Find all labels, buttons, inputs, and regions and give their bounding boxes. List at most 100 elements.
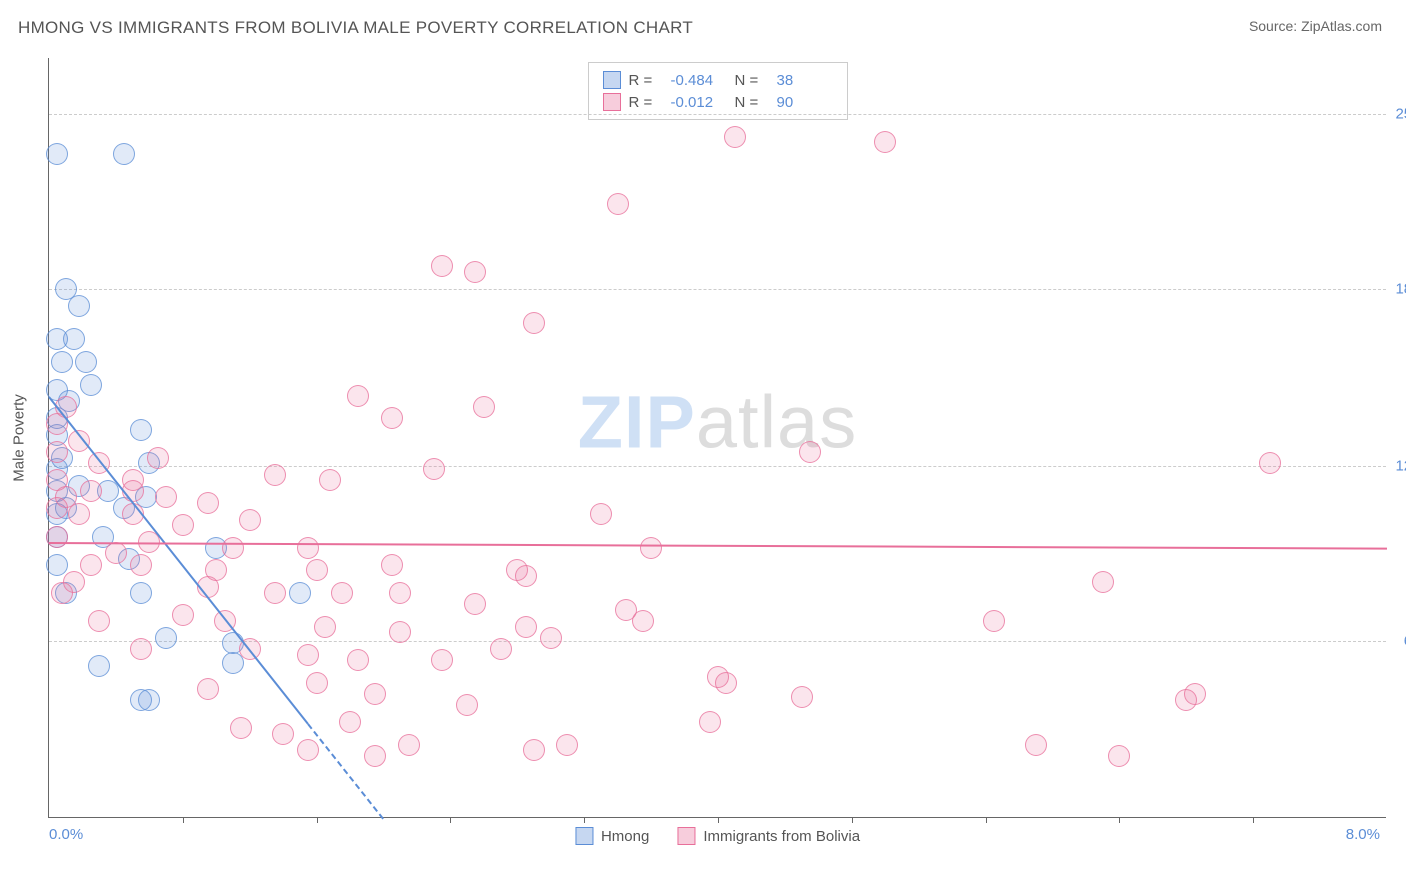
trend-line xyxy=(49,542,1387,550)
data-point xyxy=(523,312,545,334)
watermark-part2: atlas xyxy=(696,381,857,464)
data-point xyxy=(540,627,562,649)
data-point xyxy=(88,610,110,632)
source-label: Source: ZipAtlas.com xyxy=(1249,18,1382,34)
x-tick xyxy=(986,817,987,823)
watermark-part1: ZIP xyxy=(578,381,696,464)
data-point xyxy=(68,295,90,317)
data-point xyxy=(456,694,478,716)
gridline xyxy=(49,466,1386,467)
data-point xyxy=(80,480,102,502)
x-tick xyxy=(852,817,853,823)
y-tick-label: 25.0% xyxy=(1395,106,1406,123)
data-point xyxy=(364,683,386,705)
r-value: -0.012 xyxy=(671,94,727,111)
data-point xyxy=(138,689,160,711)
data-point xyxy=(297,644,319,666)
data-point xyxy=(515,616,537,638)
data-point xyxy=(122,469,144,491)
data-point xyxy=(431,255,453,277)
data-point xyxy=(80,554,102,576)
data-point xyxy=(515,565,537,587)
data-point xyxy=(297,739,319,761)
data-point xyxy=(80,374,102,396)
data-point xyxy=(105,542,127,564)
data-point xyxy=(983,610,1005,632)
data-point xyxy=(197,678,219,700)
data-point xyxy=(289,582,311,604)
r-label: R = xyxy=(629,94,663,111)
data-point xyxy=(130,582,152,604)
gridline xyxy=(49,289,1386,290)
data-point xyxy=(473,396,495,418)
data-point xyxy=(75,351,97,373)
data-point xyxy=(147,447,169,469)
stats-legend-row: R =-0.484N =38 xyxy=(603,69,833,91)
data-point xyxy=(607,193,629,215)
data-point xyxy=(51,351,73,373)
data-point xyxy=(640,537,662,559)
data-point xyxy=(381,407,403,429)
data-point xyxy=(523,739,545,761)
data-point xyxy=(264,582,286,604)
data-point xyxy=(791,686,813,708)
data-point xyxy=(46,441,68,463)
data-point xyxy=(1108,745,1130,767)
data-point xyxy=(347,385,369,407)
series-legend: Hmong Immigrants from Bolivia xyxy=(575,827,860,845)
data-point xyxy=(490,638,512,660)
data-point xyxy=(46,526,68,548)
data-point xyxy=(347,649,369,671)
x-tick xyxy=(317,817,318,823)
data-point xyxy=(699,711,721,733)
correlation-scatter-chart: ZIPatlas Male Poverty 0.0% 8.0% R =-0.48… xyxy=(48,58,1386,818)
trend-line xyxy=(307,723,384,819)
data-point xyxy=(874,131,896,153)
data-point xyxy=(297,537,319,559)
data-point xyxy=(381,554,403,576)
data-point xyxy=(222,537,244,559)
data-point xyxy=(172,604,194,626)
n-label: N = xyxy=(735,72,769,89)
x-axis-min-label: 0.0% xyxy=(49,826,83,843)
data-point xyxy=(724,126,746,148)
x-tick xyxy=(718,817,719,823)
data-point xyxy=(230,717,252,739)
data-point xyxy=(464,593,486,615)
x-tick xyxy=(183,817,184,823)
y-tick-label: 18.8% xyxy=(1395,280,1406,297)
data-point xyxy=(272,723,294,745)
x-tick xyxy=(584,817,585,823)
x-axis-max-label: 8.0% xyxy=(1346,826,1380,843)
stats-legend-row: R =-0.012N =90 xyxy=(603,91,833,113)
series-legend-label: Immigrants from Bolivia xyxy=(703,828,860,845)
gridline xyxy=(49,114,1386,115)
x-tick xyxy=(450,817,451,823)
data-point xyxy=(314,616,336,638)
data-point xyxy=(590,503,612,525)
n-value: 90 xyxy=(777,94,833,111)
series-legend-label: Hmong xyxy=(601,828,649,845)
x-tick xyxy=(1253,817,1254,823)
data-point xyxy=(1025,734,1047,756)
data-point xyxy=(1184,683,1206,705)
data-point xyxy=(130,638,152,660)
legend-swatch xyxy=(603,93,621,111)
n-value: 38 xyxy=(777,72,833,89)
r-label: R = xyxy=(629,72,663,89)
data-point xyxy=(464,261,486,283)
y-tick-label: 12.5% xyxy=(1395,458,1406,475)
data-point xyxy=(389,582,411,604)
data-point xyxy=(264,464,286,486)
data-point xyxy=(556,734,578,756)
legend-swatch xyxy=(603,71,621,89)
data-point xyxy=(1259,452,1281,474)
data-point xyxy=(197,492,219,514)
data-point xyxy=(155,627,177,649)
header: HMONG VS IMMIGRANTS FROM BOLIVIA MALE PO… xyxy=(0,0,1406,38)
data-point xyxy=(172,514,194,536)
data-point xyxy=(339,711,361,733)
legend-swatch xyxy=(677,827,695,845)
data-point xyxy=(113,143,135,165)
data-point xyxy=(88,655,110,677)
